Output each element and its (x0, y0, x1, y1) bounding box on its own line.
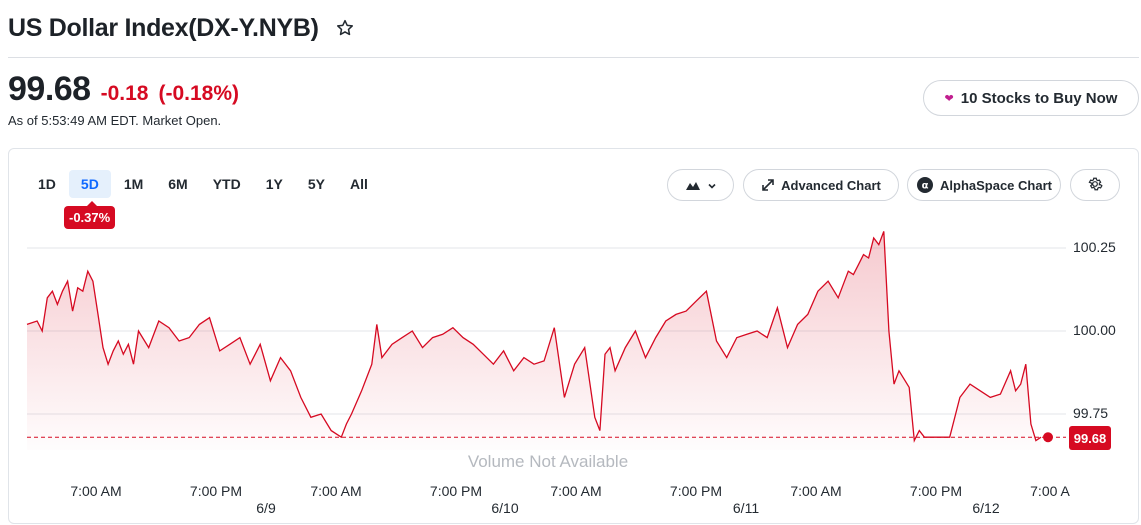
date-label: 6/10 (491, 500, 518, 516)
x-tick-label: 7:00 PM (670, 483, 722, 499)
x-tick-label: 7:00 PM (430, 483, 482, 499)
range-change-badge: -0.37% (64, 201, 116, 229)
quote-summary: 99.68 -0.18 (-0.18%) (8, 70, 239, 109)
range-all[interactable]: All (349, 176, 368, 192)
range-5d[interactable]: 5D (68, 170, 111, 198)
x-tick-label: 7:00 PM (190, 483, 242, 499)
range-6m[interactable]: 6M (168, 176, 188, 192)
current-price: 99.68 (8, 70, 91, 108)
x-tick-label: 7:00 AM (550, 483, 601, 499)
price-line (26, 231, 1042, 443)
star-icon[interactable] (335, 18, 355, 38)
alphaspace-chart-label: AlphaSpace Chart (940, 177, 1052, 193)
y-tick-label: 99.75 (1073, 405, 1108, 421)
chart-settings-button[interactable] (1070, 169, 1120, 201)
x-tick-label: 7:00 PM (910, 483, 962, 499)
range-1y[interactable]: 1Y (265, 176, 283, 192)
date-label: 6/9 (256, 500, 276, 516)
x-tick-label: 7:00 AM (310, 483, 361, 499)
range-selector: 1D 5D 1M 6M YTD 1Y 5Y All (26, 170, 381, 198)
range-5y[interactable]: 5Y (307, 176, 325, 192)
expand-icon (761, 178, 775, 192)
price-area (27, 231, 1041, 450)
advanced-chart-label: Advanced Chart (781, 177, 881, 193)
range-1d[interactable]: 1D (38, 176, 56, 192)
y-tick-label: 100.25 (1073, 239, 1116, 255)
gear-icon (1087, 176, 1103, 195)
header-divider (8, 57, 1139, 58)
promo-label: 10 Stocks to Buy Now (960, 89, 1118, 107)
price-change: -0.18 (100, 82, 149, 105)
x-tick-label: 7:00 AM (70, 483, 121, 499)
alphaspace-chart-button[interactable]: α AlphaSpace Chart (907, 169, 1061, 201)
date-label: 6/11 (733, 500, 759, 516)
chart-type-button[interactable] (667, 169, 734, 201)
quote-timestamp: As of 5:53:49 AM EDT. Market Open. (8, 113, 222, 128)
chevron-down-icon (707, 178, 717, 193)
alphaspace-icon: α (916, 176, 934, 194)
x-tick-label: 7:00 A (1030, 483, 1070, 499)
promo-button[interactable]: ❤ 10 Stocks to Buy Now (923, 80, 1139, 116)
chart-card (8, 148, 1139, 524)
page-title: US Dollar Index(DX-Y.NYB) (8, 13, 319, 42)
y-tick-label: 100.00 (1073, 322, 1116, 338)
advanced-chart-button[interactable]: Advanced Chart (743, 169, 899, 201)
date-label: 6/12 (972, 500, 999, 516)
last-price-dot (1043, 432, 1053, 443)
range-ytd[interactable]: YTD (212, 176, 241, 192)
volume-note: Volume Not Available (468, 452, 628, 471)
heart-icon: ❤ (944, 92, 954, 105)
last-price-label: 99.68 (1069, 426, 1111, 450)
svg-text:α: α (922, 181, 929, 192)
price-change-percent: (-0.18%) (158, 82, 239, 105)
x-tick-label: 7:00 AM (790, 483, 841, 499)
header: US Dollar Index(DX-Y.NYB) (8, 10, 355, 46)
range-1m[interactable]: 1M (123, 176, 144, 192)
mountain-chart-icon (685, 179, 701, 191)
